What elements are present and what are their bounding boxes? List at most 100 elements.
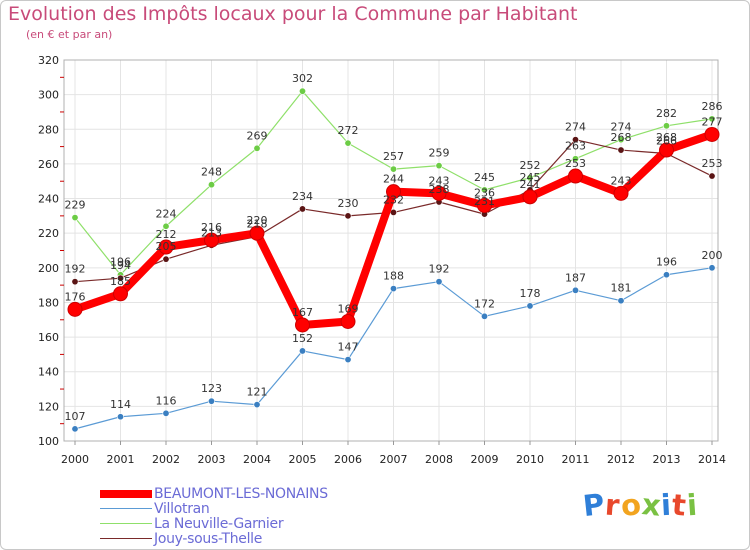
data-label: 286 — [702, 100, 723, 113]
data-point — [162, 255, 170, 263]
legend-label: Villotran — [154, 500, 210, 517]
data-point — [162, 409, 170, 417]
data-point — [662, 271, 670, 279]
data-point — [208, 397, 216, 405]
data-point — [113, 286, 128, 302]
data-label: 172 — [474, 297, 495, 310]
data-point — [571, 136, 579, 144]
chart-subtitle: (en € et par an) — [26, 28, 113, 41]
y-tick-label: 100 — [38, 435, 59, 448]
data-point — [526, 302, 534, 310]
data-point — [340, 314, 356, 330]
data-label: 238 — [429, 183, 450, 196]
data-label: 269 — [247, 129, 268, 142]
data-point — [477, 197, 492, 213]
data-label: 266 — [656, 135, 677, 148]
legend-swatch — [100, 522, 152, 525]
data-point — [568, 168, 583, 184]
data-point — [253, 401, 261, 409]
data-label: 200 — [702, 249, 723, 262]
data-label: 205 — [156, 240, 177, 253]
data-point — [435, 162, 443, 170]
y-tick-label: 320 — [38, 54, 59, 67]
data-point — [617, 146, 625, 154]
data-point — [571, 286, 579, 294]
x-tick-label: 2013 — [653, 453, 681, 466]
data-label: 234 — [292, 190, 313, 203]
data-label: 263 — [565, 140, 586, 153]
x-tick-label: 2005 — [289, 453, 317, 466]
data-point — [526, 174, 534, 182]
data-label: 147 — [338, 341, 359, 354]
data-point — [162, 222, 170, 230]
y-tick-label: 260 — [38, 158, 59, 171]
x-tick-label: 2007 — [380, 453, 408, 466]
x-tick-label: 2004 — [243, 453, 271, 466]
data-point — [298, 87, 306, 95]
data-point — [431, 185, 447, 201]
data-point — [344, 212, 352, 220]
data-point — [571, 155, 579, 163]
data-point — [295, 317, 310, 333]
data-point — [480, 186, 488, 194]
data-point — [617, 136, 625, 144]
data-label: 236 — [474, 186, 495, 199]
data-label: 282 — [656, 107, 677, 120]
data-label: 167 — [292, 306, 313, 319]
data-point — [389, 208, 397, 216]
data-label: 107 — [65, 410, 86, 423]
x-tick-label: 2001 — [107, 453, 135, 466]
x-tick-label: 2009 — [471, 453, 499, 466]
data-point — [204, 232, 219, 248]
data-label: 169 — [338, 303, 359, 316]
y-tick-label: 220 — [38, 227, 59, 240]
data-point — [522, 189, 538, 205]
legend-swatch — [100, 507, 152, 510]
data-point — [67, 301, 83, 317]
data-label: 196 — [110, 256, 131, 269]
data-point — [662, 122, 670, 130]
data-label: 241 — [520, 178, 541, 191]
data-label: 252 — [520, 159, 541, 172]
data-label: 253 — [702, 157, 723, 170]
data-label: 116 — [156, 394, 177, 407]
data-point — [480, 312, 488, 320]
data-label: 274 — [565, 121, 586, 134]
data-point — [158, 239, 174, 255]
legend-label: Jouy-sous-Thelle — [154, 530, 263, 547]
data-point — [704, 126, 720, 142]
legend-item: La Neuville-Garnier — [100, 516, 284, 532]
data-point — [386, 184, 401, 200]
data-label: 213 — [201, 226, 222, 239]
data-point — [389, 285, 397, 293]
data-label: 212 — [156, 228, 177, 241]
series-lines — [67, 87, 720, 433]
y-tick-label: 240 — [38, 193, 59, 206]
data-point — [253, 144, 261, 152]
x-tick-label: 2003 — [198, 453, 226, 466]
data-point — [208, 181, 216, 189]
x-tick-label: 2011 — [562, 453, 590, 466]
data-label: 248 — [201, 166, 222, 179]
data-point — [708, 172, 716, 180]
data-label: 218 — [247, 218, 268, 231]
data-point — [249, 225, 265, 241]
data-point — [298, 205, 306, 213]
proxiti-logo: Proxiti — [581, 486, 700, 524]
data-point — [613, 185, 629, 201]
data-label: 192 — [429, 263, 450, 276]
data-label: 152 — [292, 332, 313, 345]
data-label: 185 — [110, 275, 131, 288]
data-label: 187 — [565, 271, 586, 284]
data-label: 188 — [383, 270, 404, 283]
data-label: 123 — [201, 382, 222, 395]
legend-swatch — [100, 537, 152, 540]
data-label: 181 — [611, 282, 632, 295]
data-point — [435, 278, 443, 286]
y-tick-label: 200 — [38, 262, 59, 275]
data-label: 232 — [383, 193, 404, 206]
data-label: 178 — [520, 287, 541, 300]
